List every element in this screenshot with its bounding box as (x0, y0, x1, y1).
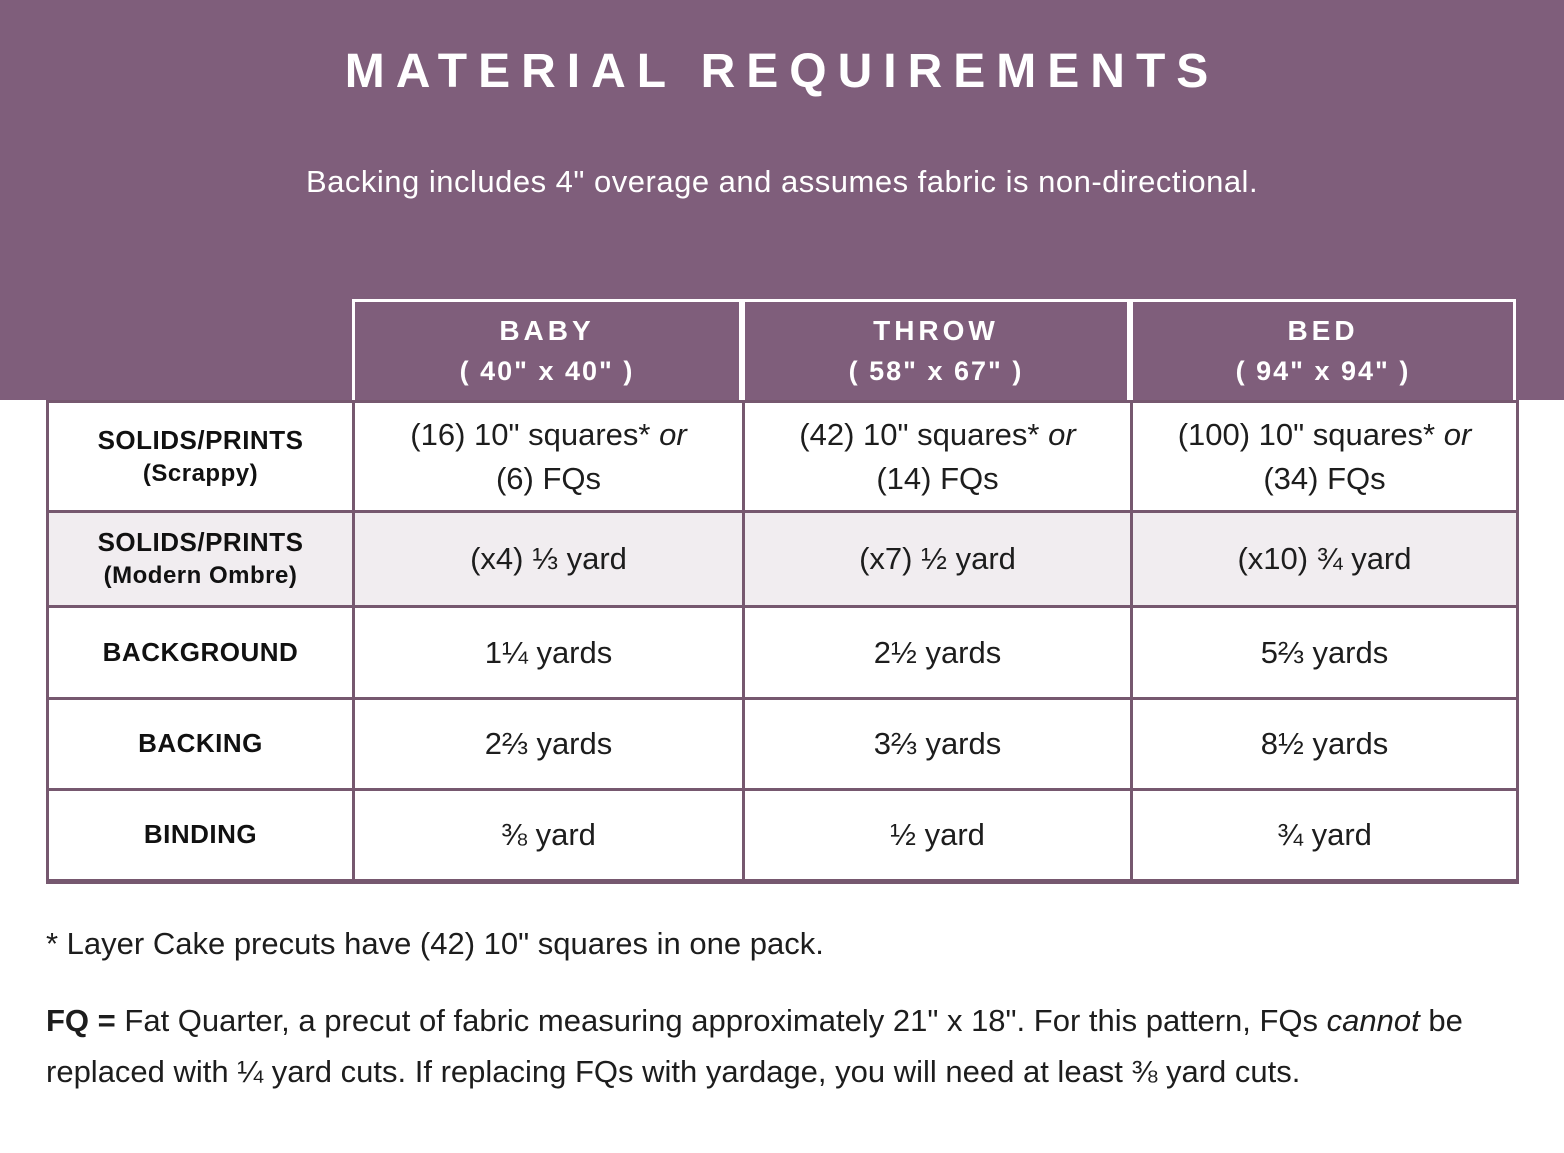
table-header-row: BABY ( 40" x 40" ) THROW ( 58" x 67" ) B… (46, 299, 1516, 400)
cell-background-throw: 2½ yards (742, 605, 1133, 700)
row-sublabel-text: (Scrappy) (142, 459, 259, 487)
page-title: MATERIAL REQUIREMENTS (344, 45, 1220, 98)
material-requirements-table: SOLIDS/PRINTS (Scrappy) (16) 10" squares… (46, 400, 1519, 884)
table-row-backing: BACKING 2⅔ yards 3⅔ yards 8½ yards (46, 697, 1519, 791)
cell-ombre-bed: (x10) ¾ yard (1130, 510, 1519, 608)
column-name: BABY (499, 315, 595, 346)
footnote-fat-quarter: FQ = Fat Quarter, a precut of fabric mea… (46, 1003, 1463, 1089)
footnote-layer-cake: * Layer Cake precuts have (42) 10" squar… (46, 926, 824, 961)
column-header-throw: THROW ( 58" x 67" ) (742, 299, 1130, 400)
row-label-binding: BINDING (46, 788, 355, 884)
table-section: SOLIDS/PRINTS (Scrappy) (16) 10" squares… (0, 400, 1564, 1097)
row-label-solids-scrappy: SOLIDS/PRINTS (Scrappy) (46, 400, 355, 513)
table-row-solids-ombre: SOLIDS/PRINTS (Modern Ombre) (x4) ⅓ yard… (46, 510, 1519, 608)
page-subtitle: Backing includes 4" overage and assumes … (305, 164, 1259, 199)
column-size: ( 40" x 40" ) (459, 356, 635, 386)
cell-scrappy-throw: (42) 10" squares* or (14) FQs (742, 400, 1133, 513)
column-name: THROW (873, 315, 999, 346)
or-word: or (659, 417, 687, 453)
cell-ombre-throw: (x7) ½ yard (742, 510, 1133, 608)
header-band: MATERIAL REQUIREMENTS Backing includes 4… (0, 0, 1564, 400)
cell-background-bed: 5⅔ yards (1130, 605, 1519, 700)
column-header-baby: BABY ( 40" x 40" ) (352, 299, 742, 400)
footnotes: * Layer Cake precuts have (42) 10" squar… (46, 924, 1520, 1097)
cell-background-baby: 1¼ yards (352, 605, 745, 700)
table-row-solids-scrappy: SOLIDS/PRINTS (Scrappy) (16) 10" squares… (46, 400, 1519, 513)
cell-scrappy-baby: (16) 10" squares* or (6) FQs (352, 400, 745, 513)
cell-scrappy-bed: (100) 10" squares* or (34) FQs (1130, 400, 1519, 513)
cell-backing-throw: 3⅔ yards (742, 697, 1133, 791)
cell-binding-throw: ½ yard (742, 788, 1133, 884)
or-word: or (1443, 417, 1472, 453)
cell-binding-bed: ¾ yard (1130, 788, 1519, 884)
table-row-binding: BINDING ⅜ yard ½ yard ¾ yard (46, 788, 1519, 884)
fq-cannot: cannot (1326, 1003, 1420, 1039)
column-name: BED (1287, 315, 1359, 346)
or-word: or (1048, 417, 1076, 453)
column-header-bed: BED ( 94" x 94" ) (1130, 299, 1516, 400)
column-size: ( 94" x 94" ) (1235, 356, 1411, 386)
cell-backing-baby: 2⅔ yards (352, 697, 745, 791)
row-label-text: SOLIDS/PRINTS (97, 527, 304, 558)
table-row-background: BACKGROUND 1¼ yards 2½ yards 5⅔ yards (46, 605, 1519, 700)
row-label-solids-ombre: SOLIDS/PRINTS (Modern Ombre) (46, 510, 355, 608)
cell-ombre-baby: (x4) ⅓ yard (352, 510, 745, 608)
cell-backing-bed: 8½ yards (1130, 697, 1519, 791)
fq-term: FQ = (46, 1003, 125, 1039)
material-requirements-page: MATERIAL REQUIREMENTS Backing includes 4… (0, 0, 1564, 1097)
row-label-backing: BACKING (46, 697, 355, 791)
row-label-background: BACKGROUND (46, 605, 355, 700)
cell-binding-baby: ⅜ yard (352, 788, 745, 884)
column-size: ( 58" x 67" ) (848, 356, 1024, 386)
row-sublabel-text: (Modern Ombre) (103, 562, 298, 590)
row-label-text: SOLIDS/PRINTS (97, 424, 304, 455)
header-spacer (46, 299, 352, 400)
